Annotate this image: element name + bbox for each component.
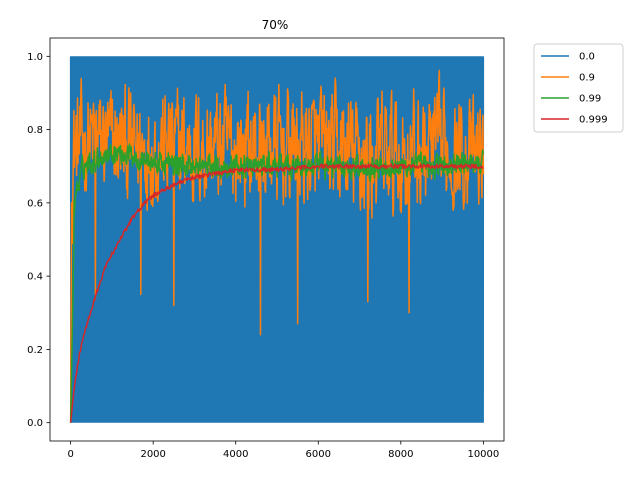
y-tick-label: 0.8 <box>27 125 43 136</box>
y-tick-label: 0.0 <box>27 418 43 429</box>
x-tick-label: 2000 <box>140 449 165 460</box>
y-tick-label: 0.6 <box>27 198 43 209</box>
x-tick-label: 8000 <box>388 449 413 460</box>
legend-label: 0.99 <box>579 94 601 105</box>
series-band-0-0 <box>70 56 484 423</box>
series-line-0-999 <box>69 163 484 423</box>
x-tick-label: 4000 <box>223 449 248 460</box>
x-tick-label: 6000 <box>306 449 331 460</box>
legend-label: 0.999 <box>579 115 608 126</box>
y-tick-label: 0.4 <box>27 272 43 283</box>
chart-title: 70% <box>262 18 289 32</box>
x-tick-label: 10000 <box>467 449 499 460</box>
legend-label: 0.9 <box>579 73 595 84</box>
legend-label: 0.0 <box>579 52 595 63</box>
legend-box <box>533 43 624 133</box>
y-tick-label: 1.0 <box>27 52 43 63</box>
axes: 0 2000 4000 6000 8000 10000 0.0 0.2 0.4 0.6 0.8 1.0 <box>27 37 505 460</box>
legend: 0.0 0.9 0.99 0.999 <box>533 43 624 133</box>
axes-frame <box>49 37 505 442</box>
plot-area <box>69 56 485 423</box>
y-tick-label: 0.2 <box>27 345 43 356</box>
x-tick-label: 0 <box>67 449 73 460</box>
